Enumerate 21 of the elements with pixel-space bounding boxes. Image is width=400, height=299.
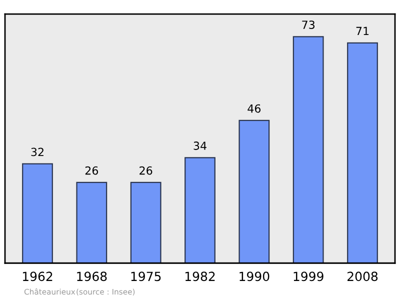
x-tick-label: 1999 — [294, 272, 324, 282]
data-label: 71 — [356, 26, 369, 36]
x-tick-label: 1990 — [240, 272, 270, 282]
data-label: 34 — [194, 142, 206, 150]
data-label: 46 — [248, 104, 261, 113]
bar — [292, 36, 324, 264]
bar — [238, 120, 270, 264]
data-label: 26 — [140, 166, 152, 175]
bar — [347, 42, 378, 264]
x-tick-label: 1982 — [185, 272, 215, 282]
x-tick-label: 1968 — [77, 272, 107, 282]
data-label: 26 — [85, 166, 98, 175]
data-label: 32 — [31, 148, 44, 156]
x-tick-label: 2008 — [348, 272, 378, 282]
bar — [130, 182, 162, 264]
bar — [184, 157, 216, 264]
bar — [22, 163, 53, 264]
data-label: 73 — [302, 20, 315, 29]
x-tick-label: 1962 — [22, 272, 52, 282]
x-tick-label: 1975 — [131, 272, 161, 282]
bar — [76, 182, 108, 264]
